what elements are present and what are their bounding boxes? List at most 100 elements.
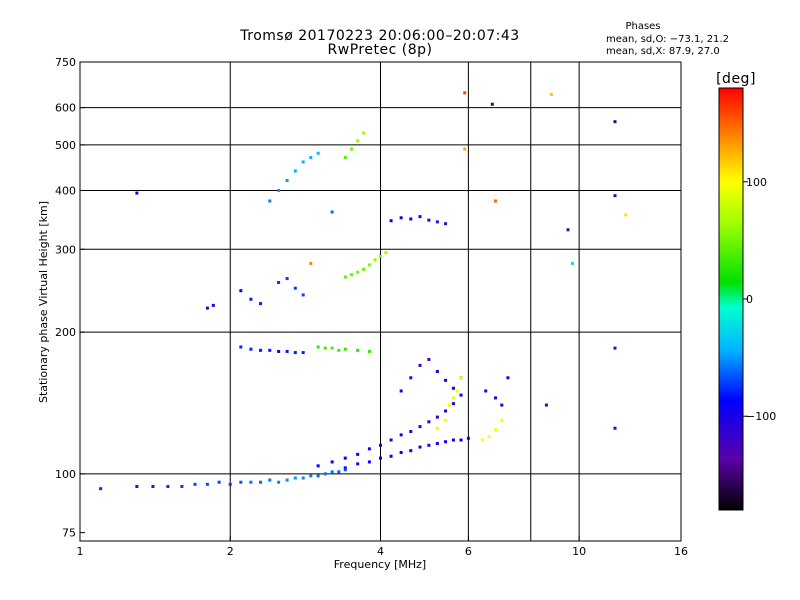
echo-point <box>362 131 366 135</box>
x-tick-label: 2 <box>227 545 234 558</box>
echo-point <box>566 228 570 232</box>
echo-point <box>293 169 297 173</box>
echo-point <box>268 199 272 203</box>
x-tick-label: 6 <box>465 545 472 558</box>
echo-point <box>356 462 360 466</box>
y-tick-label: 300 <box>55 243 76 256</box>
x-axis-ticks: 1 2 4 6 10 16 <box>77 536 688 558</box>
echo-point <box>309 474 313 478</box>
echo-point <box>418 363 422 367</box>
echo-point <box>249 297 253 301</box>
echo-point <box>249 347 253 351</box>
echo-point <box>444 222 448 226</box>
echo-point <box>494 428 498 432</box>
echo-point <box>418 215 422 219</box>
echo-point <box>205 482 209 486</box>
echo-point <box>399 451 403 455</box>
phase-x-stats: mean, sd,X: 87.9, 27.0 <box>606 46 720 57</box>
y-tick-label: 75 <box>62 527 76 540</box>
echo-point <box>301 351 305 355</box>
echo-point <box>480 438 484 442</box>
x-tick-label: 16 <box>674 545 688 558</box>
echo-point <box>343 456 347 460</box>
echo-point <box>135 191 139 195</box>
echo-point <box>259 302 263 306</box>
colorbar-tick-label: 100 <box>746 176 767 189</box>
echo-point <box>343 347 347 351</box>
x-tick-label: 4 <box>377 545 384 558</box>
colorbar-tick-label: −100 <box>746 410 776 423</box>
echo-point <box>166 485 170 489</box>
colorbar-ticks: 100 0 −100 <box>743 176 776 423</box>
echo-point <box>285 277 289 281</box>
echo-point <box>301 476 305 480</box>
echo-point <box>455 389 459 393</box>
y-tick-label: 200 <box>55 326 76 339</box>
echo-point <box>277 349 281 353</box>
echo-point <box>466 436 470 440</box>
echo-point <box>409 376 413 380</box>
echo-point <box>316 474 320 478</box>
echo-point <box>350 273 354 277</box>
echo-point <box>367 447 371 451</box>
echo-point <box>484 389 488 393</box>
echo-point <box>343 468 347 472</box>
echo-point <box>500 403 504 407</box>
echo-point <box>451 438 455 442</box>
echo-point <box>427 443 431 447</box>
echo-point <box>444 378 448 382</box>
echo-point <box>285 179 289 183</box>
echo-point <box>613 426 617 430</box>
echo-point <box>624 213 628 217</box>
echo-point <box>293 286 297 290</box>
grid-lines <box>80 62 681 541</box>
echo-point <box>268 478 272 482</box>
echo-point <box>435 369 439 373</box>
echo-point <box>389 454 393 458</box>
echo-point <box>239 289 243 293</box>
echo-point <box>435 220 439 224</box>
x-tick-label: 1 <box>77 545 84 558</box>
echo-point <box>399 389 403 393</box>
echo-point <box>323 472 327 476</box>
echo-point <box>451 386 455 390</box>
echo-point <box>613 346 617 350</box>
echo-point <box>367 349 371 353</box>
echo-point <box>435 415 439 419</box>
echo-point <box>193 482 197 486</box>
echo-point <box>448 403 452 407</box>
echo-point <box>362 267 366 271</box>
echo-point <box>316 345 320 349</box>
y-tick-label: 400 <box>55 184 76 197</box>
echo-point <box>356 139 360 143</box>
echo-point <box>367 460 371 464</box>
colorbar-tick-label: 0 <box>746 293 753 306</box>
echo-point <box>277 188 281 192</box>
echo-point <box>301 160 305 164</box>
echo-point <box>356 452 360 456</box>
echo-point <box>350 147 354 151</box>
echo-point <box>217 480 221 484</box>
echo-point <box>316 151 320 155</box>
echo-point <box>285 478 289 482</box>
echo-point <box>549 92 553 96</box>
y-axis-label: Stationary phase Virtual Height [km] <box>37 201 50 403</box>
echo-point <box>316 464 320 468</box>
phase-o-stats: mean, sd,O: −73.1, 21.2 <box>606 34 729 45</box>
echo-point <box>330 210 334 214</box>
echo-point <box>301 293 305 297</box>
echo-point <box>135 485 139 489</box>
echo-point <box>151 485 155 489</box>
echo-point <box>463 91 467 95</box>
echo-points <box>99 91 628 491</box>
echo-point <box>444 409 448 413</box>
echo-point <box>367 263 371 267</box>
echo-point <box>337 470 341 474</box>
echo-point <box>409 449 413 453</box>
echo-point <box>427 357 431 361</box>
echo-point <box>427 218 431 222</box>
echo-point <box>490 102 494 106</box>
echo-point <box>435 442 439 446</box>
chart-title: Tromsø 20170223 20:06:00–20:07:43 <box>239 28 519 44</box>
